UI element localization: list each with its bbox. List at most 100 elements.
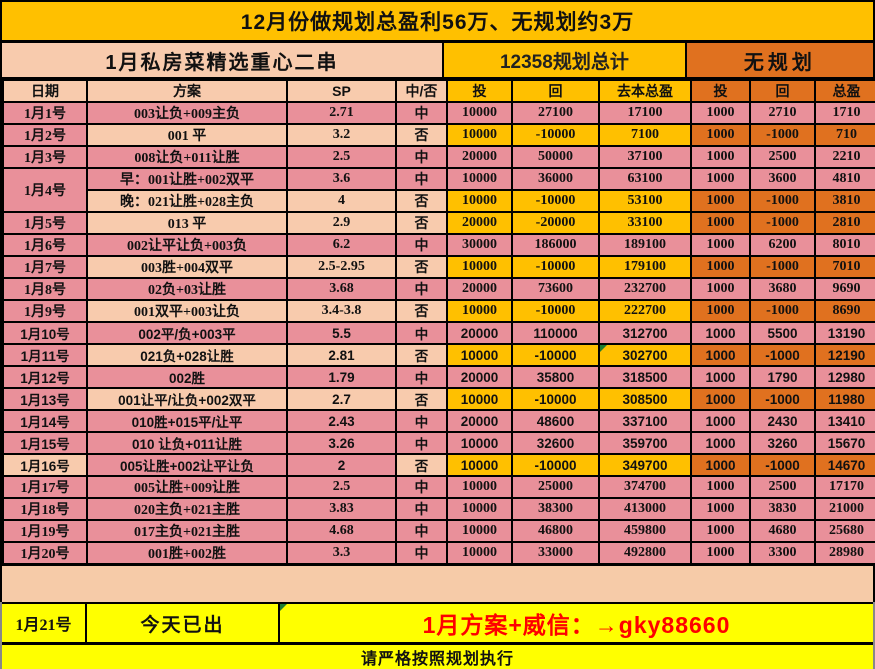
result-cell: 中 [395, 145, 448, 169]
noplan-return-cell: 2430 [749, 409, 816, 433]
invest-cell: 10000 [446, 343, 513, 367]
col-header-noplan-profit: 总盈 [814, 79, 875, 103]
noplan-profit-cell: 12190 [814, 343, 875, 367]
net-profit-cell: 302700 [598, 343, 692, 367]
noplan-invest-cell: 1000 [690, 409, 751, 433]
net-profit-cell: 63100 [598, 167, 692, 191]
noplan-invest-cell: 1000 [690, 343, 751, 367]
noplan-invest-cell: 1000 [690, 387, 751, 411]
return-cell: -20000 [511, 211, 600, 235]
today-row: 1月21号 今天已出 1月方案+威信：→gky88660 [2, 604, 873, 642]
net-profit-cell: 308500 [598, 387, 692, 411]
noplan-invest-cell: 1000 [690, 255, 751, 279]
noplan-return-cell: -1000 [749, 211, 816, 235]
invest-cell: 10000 [446, 453, 513, 477]
return-cell: 46800 [511, 519, 600, 543]
noplan-return-cell: 1790 [749, 365, 816, 389]
noplan-invest-cell: 1000 [690, 233, 751, 257]
noplan-invest-cell: 1000 [690, 101, 751, 125]
return-cell: 25000 [511, 475, 600, 499]
col-header-invest: 投 [446, 79, 513, 103]
plan-cell: 021负+028让胜 [86, 343, 288, 367]
section-title-no-plan: 无规划 [686, 43, 873, 79]
table-row: 1月7号 003胜+004双平 2.5-2.95 否 10000 -10000 179100… [2, 255, 875, 279]
noplan-profit-cell: 7010 [814, 255, 875, 279]
noplan-invest-cell: 1000 [690, 321, 751, 345]
today-status-cell: 今天已出 [87, 604, 280, 642]
noplan-invest-cell: 1000 [690, 365, 751, 389]
col-header-noplan-return: 回 [749, 79, 816, 103]
return-cell: 27100 [511, 101, 600, 125]
plan-cell: 003让负+009主负 [86, 101, 288, 125]
date-cell: 1月7号 [2, 255, 88, 279]
column-header-row: 日期 方案 SP 中/否 投 回 去本总盈 投 回 总盈 [2, 79, 875, 103]
date-cell: 1月1号 [2, 101, 88, 125]
date-cell: 1月4号 [2, 167, 88, 213]
plan-cell: 001双平+003让负 [86, 299, 288, 323]
sp-cell: 3.4-3.8 [286, 299, 397, 323]
plan-cell: 晚：021让胜+028主负 [86, 189, 288, 213]
sp-cell: 4 [286, 189, 397, 213]
col-header-plan: 方案 [86, 79, 288, 103]
return-cell: 33000 [511, 541, 600, 565]
sp-cell: 4.68 [286, 519, 397, 543]
result-cell: 中 [395, 167, 448, 191]
result-cell: 中 [395, 541, 448, 565]
noplan-invest-cell: 1000 [690, 145, 751, 169]
table-row: 1月1号 003让负+009主负 2.71 中 10000 27100 17100 1000 2… [2, 101, 875, 125]
plan-cell: 早：001让胜+002双平 [86, 167, 288, 191]
net-profit-cell: 374700 [598, 475, 692, 499]
noplan-invest-cell: 1000 [690, 299, 751, 323]
return-cell: -10000 [511, 453, 600, 477]
sp-cell: 2.7 [286, 387, 397, 411]
net-profit-cell: 232700 [598, 277, 692, 301]
invest-cell: 10000 [446, 497, 513, 521]
noplan-profit-cell: 4810 [814, 167, 875, 191]
noplan-profit-cell: 14670 [814, 453, 875, 477]
noplan-return-cell: 2500 [749, 475, 816, 499]
date-cell: 1月9号 [2, 299, 88, 323]
return-cell: -10000 [511, 299, 600, 323]
invest-cell: 10000 [446, 431, 513, 455]
return-cell: 110000 [511, 321, 600, 345]
noplan-profit-cell: 21000 [814, 497, 875, 521]
return-cell: 73600 [511, 277, 600, 301]
result-cell: 否 [395, 255, 448, 279]
col-header-return: 回 [511, 79, 600, 103]
noplan-return-cell: 6200 [749, 233, 816, 257]
result-cell: 否 [395, 453, 448, 477]
noplan-invest-cell: 1000 [690, 167, 751, 191]
table-row: 1月12号 002胜 1.79 中 20000 35800 318500 1000 1790 12… [2, 365, 875, 389]
date-cell: 1月19号 [2, 519, 88, 543]
result-cell: 否 [395, 123, 448, 147]
sp-cell: 2 [286, 453, 397, 477]
noplan-return-cell: -1000 [749, 299, 816, 323]
sp-cell: 2.5 [286, 475, 397, 499]
col-header-noplan-invest: 投 [690, 79, 751, 103]
noplan-profit-cell: 11980 [814, 387, 875, 411]
result-cell: 否 [395, 189, 448, 213]
result-cell: 中 [395, 519, 448, 543]
date-cell: 1月12号 [2, 365, 88, 389]
sp-cell: 2.9 [286, 211, 397, 235]
promo-contact-text: 1月方案+威信：→gky88660 [422, 612, 731, 638]
invest-cell: 10000 [446, 101, 513, 125]
date-cell: 1月20号 [2, 541, 88, 565]
empty-spacer-band [2, 565, 873, 604]
invest-cell: 20000 [446, 321, 513, 345]
return-cell: 50000 [511, 145, 600, 169]
result-cell: 中 [395, 101, 448, 125]
sp-cell: 3.6 [286, 167, 397, 191]
plan-cell: 008让负+011让胜 [86, 145, 288, 169]
table-row: 1月11号 021负+028让胜 2.81 否 10000 -10000 302700 100… [2, 343, 875, 367]
table-row: 1月4号 早：001让胜+002双平 3.6 中 10000 36000 63100 1000… [2, 167, 875, 213]
sp-cell: 2.71 [286, 101, 397, 125]
noplan-profit-cell: 8690 [814, 299, 875, 323]
net-profit-cell: 337100 [598, 409, 692, 433]
sp-cell: 1.79 [286, 365, 397, 389]
plan-table: 日期 方案 SP 中/否 投 回 去本总盈 投 回 总盈 1月1号 003让负+0… [2, 79, 875, 565]
net-profit-cell: 359700 [598, 431, 692, 455]
invest-cell: 10000 [446, 189, 513, 213]
noplan-invest-cell: 1000 [690, 189, 751, 213]
